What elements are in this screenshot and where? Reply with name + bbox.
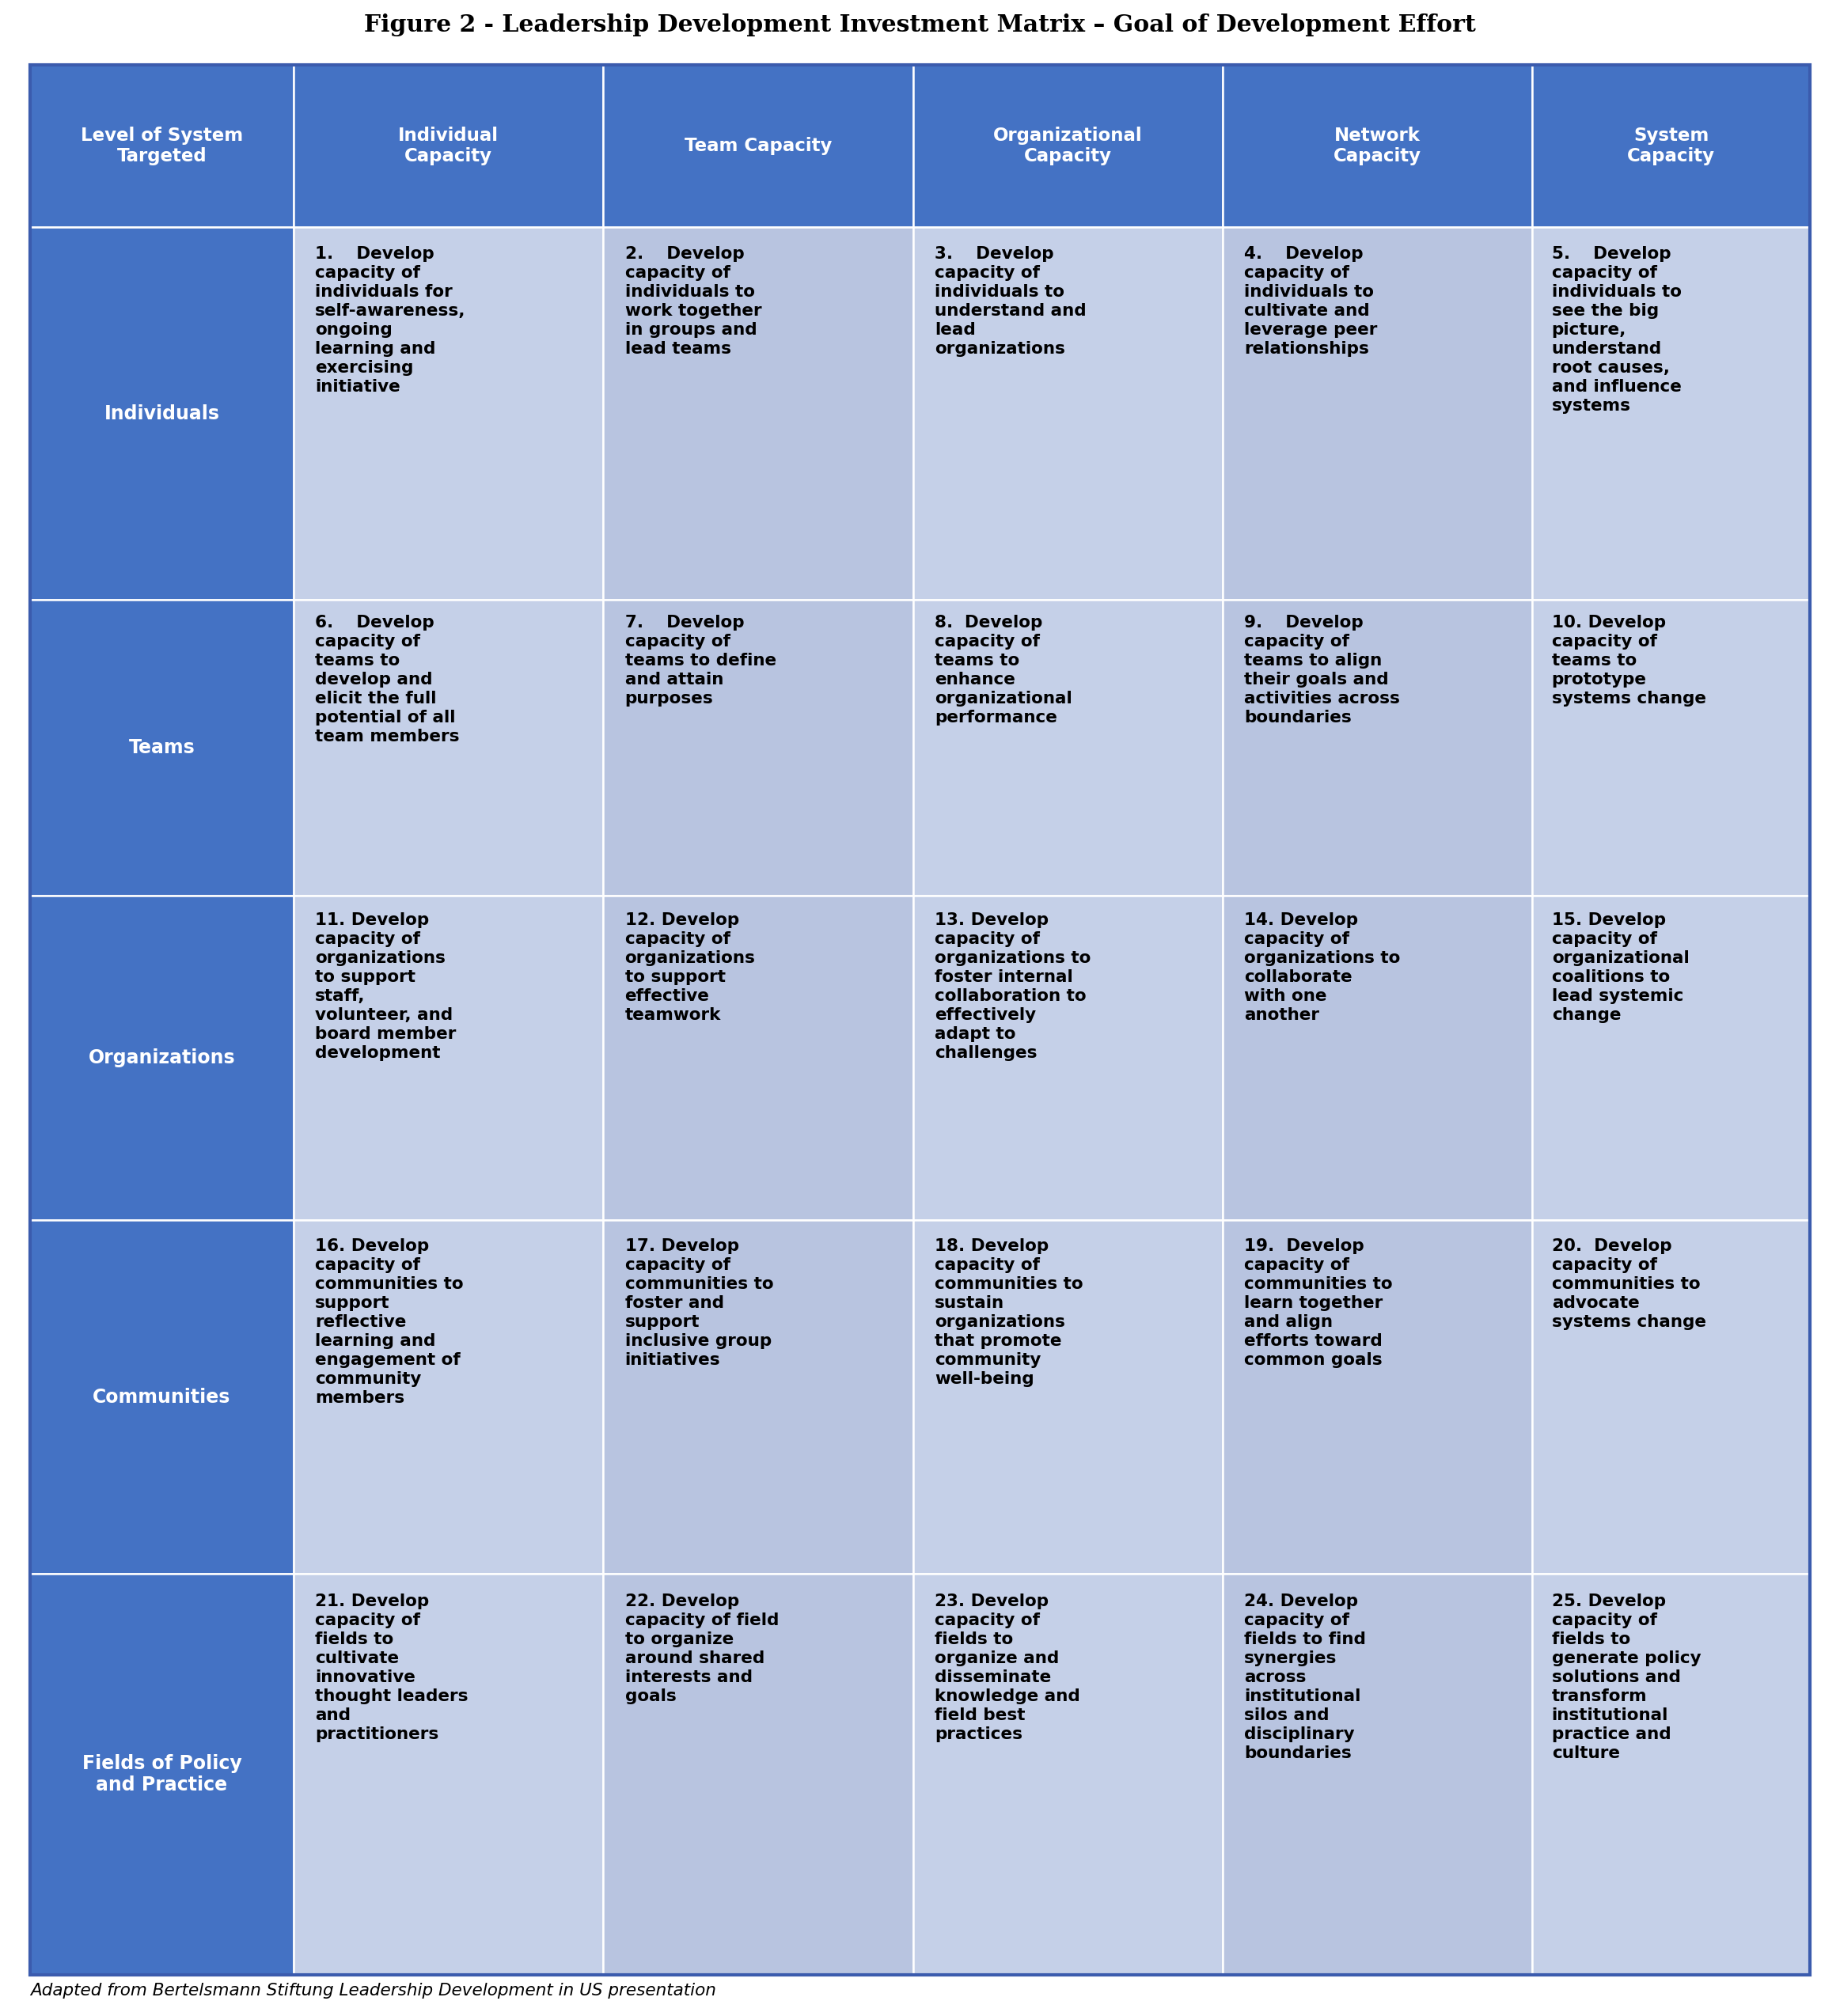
Bar bbox=[294, 599, 604, 895]
Bar bbox=[913, 228, 1222, 599]
Text: 23. Develop
capacity of
fields to
organize and
disseminate
knowledge and
field b: 23. Develop capacity of fields to organi… bbox=[935, 1595, 1080, 1742]
Text: 20.  Develop
capacity of
communities to
advocate
systems change: 20. Develop capacity of communities to a… bbox=[1551, 1238, 1706, 1331]
Text: 18. Develop
capacity of
communities to
sustain
organizations
that promote
commun: 18. Develop capacity of communities to s… bbox=[935, 1238, 1084, 1387]
Text: 2.  Develop
capacity of
individuals to
work together
in groups and
lead teams: 2. Develop capacity of individuals to wo… bbox=[626, 246, 762, 357]
Text: Communities: Communities bbox=[92, 1387, 230, 1407]
Text: 3.  Develop
capacity of
individuals to
understand and
lead
organizations: 3. Develop capacity of individuals to un… bbox=[935, 246, 1086, 357]
Text: Adapted from Bertelsmann Stiftung Leadership Development in US presentation: Adapted from Bertelsmann Stiftung Leader… bbox=[29, 1984, 716, 1998]
Text: Fields of Policy
and Practice: Fields of Policy and Practice bbox=[83, 1754, 241, 1794]
Bar bbox=[1533, 228, 1811, 599]
Text: 13. Develop
capacity of
organizations to
foster internal
collaboration to
effect: 13. Develop capacity of organizations to… bbox=[935, 911, 1091, 1060]
Bar bbox=[604, 1574, 913, 1976]
Text: 25. Develop
capacity of
fields to
generate policy
solutions and
transform
instit: 25. Develop capacity of fields to genera… bbox=[1551, 1595, 1700, 1762]
Bar bbox=[1533, 65, 1811, 228]
Bar bbox=[1222, 599, 1533, 895]
Bar bbox=[29, 228, 294, 599]
Bar bbox=[1533, 1574, 1811, 1976]
Bar bbox=[913, 599, 1222, 895]
Text: 7.  Develop
capacity of
teams to define
and attain
purposes: 7. Develop capacity of teams to define a… bbox=[626, 615, 776, 706]
Text: 14. Develop
capacity of
organizations to
collaborate
with one
another: 14. Develop capacity of organizations to… bbox=[1244, 911, 1400, 1022]
Text: 15. Develop
capacity of
organizational
coalitions to
lead systemic
change: 15. Develop capacity of organizational c… bbox=[1551, 911, 1689, 1022]
Text: 6.  Develop
capacity of
teams to
develop and
elicit the full
potential of all
te: 6. Develop capacity of teams to develop … bbox=[315, 615, 460, 744]
Bar bbox=[294, 65, 604, 228]
Text: 21. Develop
capacity of
fields to
cultivate
innovative
thought leaders
and
pract: 21. Develop capacity of fields to cultiv… bbox=[315, 1595, 469, 1742]
Bar bbox=[604, 228, 913, 599]
Bar bbox=[294, 228, 604, 599]
Bar bbox=[29, 1220, 294, 1574]
Bar bbox=[1222, 228, 1533, 599]
Bar bbox=[29, 599, 294, 895]
Text: 17. Develop
capacity of
communities to
foster and
support
inclusive group
initia: 17. Develop capacity of communities to f… bbox=[626, 1238, 773, 1367]
Text: 4.  Develop
capacity of
individuals to
cultivate and
leverage peer
relationships: 4. Develop capacity of individuals to cu… bbox=[1244, 246, 1378, 357]
Bar bbox=[1222, 1220, 1533, 1574]
Text: Network
Capacity: Network Capacity bbox=[1334, 127, 1420, 165]
Bar bbox=[1222, 1574, 1533, 1976]
Text: 24. Develop
capacity of
fields to find
synergies
across
institutional
silos and
: 24. Develop capacity of fields to find s… bbox=[1244, 1595, 1365, 1762]
Bar bbox=[604, 65, 913, 228]
Bar bbox=[294, 1220, 604, 1574]
Bar bbox=[1533, 599, 1811, 895]
Bar bbox=[913, 1220, 1222, 1574]
Text: Level of System
Targeted: Level of System Targeted bbox=[81, 127, 243, 165]
Bar bbox=[604, 599, 913, 895]
Bar bbox=[604, 1220, 913, 1574]
Text: Individuals: Individuals bbox=[105, 403, 219, 423]
Text: 19.  Develop
capacity of
communities to
learn together
and align
efforts toward
: 19. Develop capacity of communities to l… bbox=[1244, 1238, 1393, 1367]
Text: 9.  Develop
capacity of
teams to align
their goals and
activities across
boundar: 9. Develop capacity of teams to align th… bbox=[1244, 615, 1400, 726]
Bar bbox=[294, 1574, 604, 1976]
Bar bbox=[29, 65, 294, 228]
Text: Team Capacity: Team Capacity bbox=[684, 137, 832, 155]
Bar bbox=[604, 895, 913, 1220]
Text: 22. Develop
capacity of field
to organize
around shared
interests and
goals: 22. Develop capacity of field to organiz… bbox=[626, 1595, 778, 1706]
Text: 1.  Develop
capacity of
individuals for
self-awareness,
ongoing
learning and
exe: 1. Develop capacity of individuals for s… bbox=[315, 246, 466, 395]
Text: 11. Develop
capacity of
organizations
to support
staff,
volunteer, and
board mem: 11. Develop capacity of organizations to… bbox=[315, 911, 456, 1060]
Text: Teams: Teams bbox=[129, 738, 195, 758]
Text: System
Capacity: System Capacity bbox=[1627, 127, 1715, 165]
Bar bbox=[29, 1574, 294, 1976]
Bar bbox=[1533, 895, 1811, 1220]
Bar bbox=[913, 1574, 1222, 1976]
Bar bbox=[1533, 1220, 1811, 1574]
Text: Organizational
Capacity: Organizational Capacity bbox=[994, 127, 1143, 165]
Bar bbox=[294, 895, 604, 1220]
Text: 5.  Develop
capacity of
individuals to
see the big
picture,
understand
root caus: 5. Develop capacity of individuals to se… bbox=[1551, 246, 1682, 413]
Bar bbox=[913, 895, 1222, 1220]
Text: Individual
Capacity: Individual Capacity bbox=[397, 127, 499, 165]
Bar bbox=[1222, 65, 1533, 228]
Text: 12. Develop
capacity of
organizations
to support
effective
teamwork: 12. Develop capacity of organizations to… bbox=[626, 911, 756, 1022]
Bar bbox=[29, 895, 294, 1220]
Text: 10. Develop
capacity of
teams to
prototype
systems change: 10. Develop capacity of teams to prototy… bbox=[1551, 615, 1706, 706]
Text: Organizations: Organizations bbox=[88, 1048, 236, 1068]
Text: 16. Develop
capacity of
communities to
support
reflective
learning and
engagemen: 16. Develop capacity of communities to s… bbox=[315, 1238, 464, 1405]
Text: 8.  Develop
capacity of
teams to
enhance
organizational
performance: 8. Develop capacity of teams to enhance … bbox=[935, 615, 1073, 726]
Text: Figure 2 - Leadership Development Investment Matrix – Goal of Development Effort: Figure 2 - Leadership Development Invest… bbox=[364, 14, 1476, 36]
Bar bbox=[913, 65, 1222, 228]
Bar bbox=[1222, 895, 1533, 1220]
